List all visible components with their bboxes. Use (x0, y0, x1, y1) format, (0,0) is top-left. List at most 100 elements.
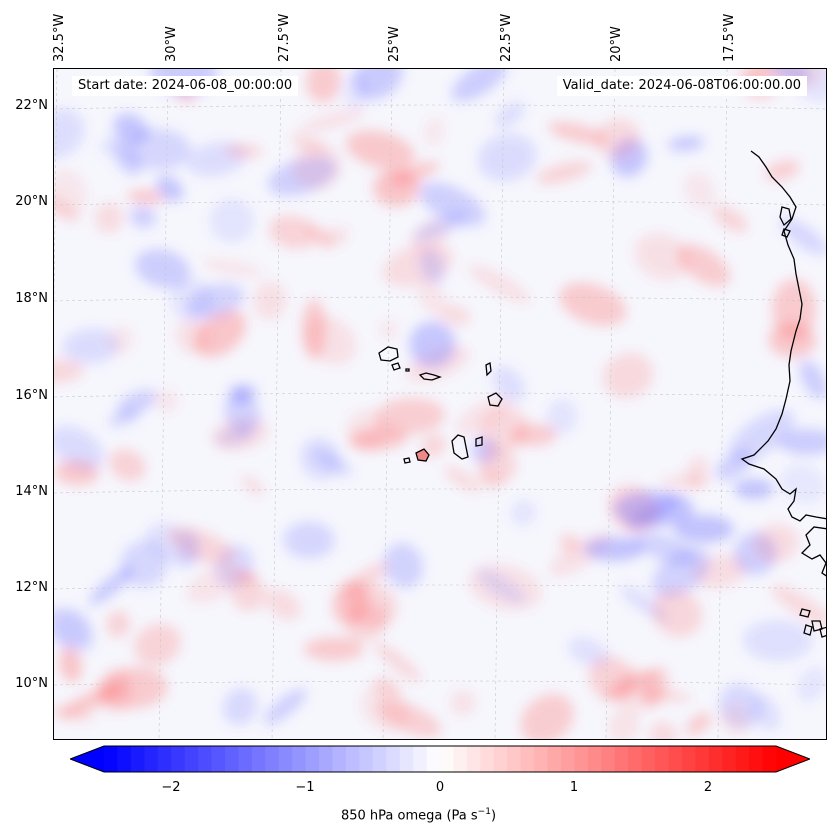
field-patch-ascent-negative (389, 161, 440, 186)
field-patch-ascent-negative (424, 116, 445, 147)
colorbar-cell (345, 746, 360, 772)
field-patch-ascent-negative (548, 121, 608, 145)
field-patch-ascent-negative (155, 389, 179, 413)
field-patch-negative (477, 133, 537, 182)
valid-date-label: Valid_date: 2024-06-08T06:00:00.00 (556, 76, 807, 96)
lon-label-22-5w: 22.5°W (499, 13, 514, 62)
colorbar-cell (117, 746, 132, 772)
field-patch-negative (546, 399, 578, 435)
field-patch-negative (353, 69, 403, 100)
colorbar-cell (319, 746, 334, 772)
field-patch-ascent-negative (298, 109, 366, 133)
field-patch-ascent-negative (417, 280, 447, 315)
latitude-gridline (54, 200, 826, 206)
longitude-gridline (717, 69, 728, 739)
longitude-gridline (158, 69, 169, 739)
colorbar-cell (722, 746, 737, 772)
santa-luzia-island (405, 368, 410, 372)
colorbar-extend-high (776, 746, 810, 772)
field-patch-ascent-negative (359, 685, 410, 732)
latitude-gridline (54, 488, 826, 494)
colorbar-cell (695, 746, 710, 772)
colorbar-label: 850 hPa omega (Pa s−1) (340, 807, 497, 824)
field-patch-ascent-negative (94, 202, 124, 234)
africa-coastline-south (800, 526, 826, 577)
field-patch-negative (477, 569, 525, 604)
field-patch-ascent-negative (478, 469, 506, 491)
field-patch-negative (210, 199, 254, 243)
colorbar-cell (453, 746, 468, 772)
field-patch-ascent-negative (133, 623, 181, 666)
colorbar-cell (493, 746, 508, 772)
colorbar-cell (184, 746, 199, 772)
field-patch-negative (129, 206, 157, 228)
lat-label-18n: 18°N (15, 291, 48, 306)
colorbar-cell (520, 746, 535, 772)
field-patch-ascent-negative (108, 449, 146, 482)
field-patch-negative (176, 529, 199, 570)
field-patch-negative (283, 521, 335, 559)
field-patch-strong-negative (584, 537, 644, 561)
lon-label-27-5w: 27.5°W (277, 13, 292, 62)
field-patch-negative (751, 694, 781, 731)
field-patch-negative (124, 128, 192, 170)
field-patch-negative (54, 607, 95, 653)
field-patch-ascent-negative (200, 257, 264, 278)
field-patch-negative (108, 410, 140, 427)
field-patch-negative (779, 217, 826, 255)
field-patch-ascent-negative (292, 142, 342, 190)
map-gridlines (54, 69, 826, 739)
field-patch-negative (88, 566, 135, 606)
colorbar-cell (601, 746, 616, 772)
field-patch-negative (54, 108, 85, 159)
field-patch-negative (799, 359, 826, 399)
colorbar-cell (251, 746, 266, 772)
colorbar-cell (305, 746, 320, 772)
africa-coastline (740, 150, 826, 522)
colorbar-cell (104, 746, 119, 772)
colorbar-cell (386, 746, 401, 772)
colorbar-cell (587, 746, 602, 772)
lon-label-32-5w: 32.5°W (52, 13, 67, 62)
fogo-island (415, 448, 430, 462)
bissagos-island-3 (803, 624, 813, 636)
colorbar-cell (157, 746, 172, 772)
field-patch-negative (300, 437, 341, 480)
lon-label-17-5w: 17.5°W (722, 13, 737, 62)
field-patch-negative (54, 425, 105, 470)
field-patch-ascent-negative (107, 325, 135, 355)
colorbar-cell (238, 746, 253, 772)
colorbar-cell (171, 746, 186, 772)
field-patch-ascent-negative (595, 118, 640, 159)
lat-label-16n: 16°N (15, 388, 48, 403)
colorbar-cell (265, 746, 280, 772)
sao-vicente-island (391, 362, 401, 371)
field-patch-negative (99, 132, 127, 153)
colorbar (70, 745, 810, 773)
field-patch-negative (155, 175, 184, 202)
field-patch-negative (795, 69, 826, 103)
start-date-label: Start date: 2024-06-08_00:00:00 (72, 76, 299, 96)
coast-islet-2 (781, 228, 791, 238)
field-patch-ascent-negative (683, 171, 716, 211)
field-patch-negative (780, 464, 826, 504)
field-patch-ascent-negative (439, 304, 471, 327)
colorbar-extend-low (70, 746, 104, 772)
field-patch-negative (263, 688, 307, 725)
bissagos-island-4 (819, 626, 826, 638)
field-patch-ascent-negative (98, 667, 168, 709)
field-patch-ascent-negative (479, 406, 529, 454)
field-patch-ascent-negative (306, 69, 341, 103)
field-patch-negative (778, 428, 826, 455)
santiago-island (451, 434, 469, 460)
field-patch-negative (494, 101, 525, 128)
field-patch-ascent-negative (265, 589, 301, 620)
field-patch-negative (409, 321, 456, 368)
field-patch-ascent-negative (677, 244, 731, 287)
field-patch-negative (419, 248, 445, 284)
omega-field-map (54, 69, 826, 739)
field-patch-negative (451, 69, 508, 102)
field-patch-strong-negative (614, 491, 694, 527)
lat-label-10n: 10°N (15, 676, 48, 691)
latitude-gridline (54, 680, 826, 686)
